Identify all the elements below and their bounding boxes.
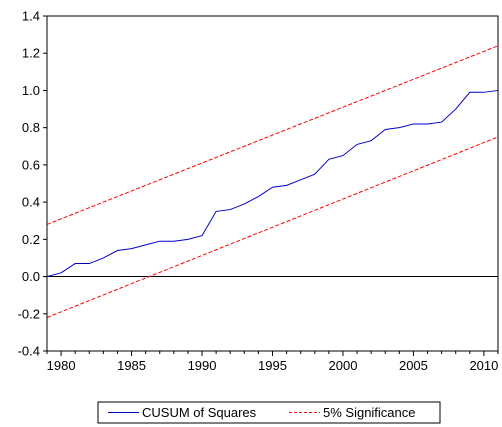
- x-tick-label: 1985: [117, 358, 146, 373]
- y-tick-label: -0.2: [18, 306, 40, 321]
- series-upper-5pct-bound: [46, 45, 499, 225]
- x-tick-label: 2000: [329, 358, 358, 373]
- y-tick-label: 1.4: [22, 9, 40, 24]
- y-tick-label: 0.4: [22, 195, 40, 210]
- plot-area: [46, 45, 499, 318]
- x-tick-label: 1990: [188, 358, 217, 373]
- x-tick-label: 1980: [47, 358, 76, 373]
- y-tick-label: 1.0: [22, 83, 40, 98]
- y-tick-label: 0.0: [22, 269, 40, 284]
- y-axis-ticks: -0.4 -0.2 0.0 0.2 0.4 0.6 0.8 1.0 1.2 1.4: [18, 9, 47, 359]
- y-tick-label: 0.6: [22, 157, 40, 172]
- y-tick-label: -0.4: [18, 344, 40, 359]
- legend-box: [97, 401, 441, 424]
- y-tick-label: 0.8: [22, 120, 40, 135]
- legend-label-cusum: CUSUM of Squares: [142, 405, 257, 420]
- x-tick-label: 2005: [399, 358, 428, 373]
- x-tick-label: 2010: [469, 358, 498, 373]
- series-lower-5pct-bound: [46, 136, 499, 318]
- plot-frame: [46, 15, 499, 352]
- series-cusum-of-squares: [46, 89, 499, 278]
- y-tick-label: 0.2: [22, 232, 40, 247]
- x-tick-label: 1995: [258, 358, 287, 373]
- legend-label-significance: 5% Significance: [323, 405, 416, 420]
- x-axis-ticks: 1980 1985 1990 1995 2000 2005 2010: [46, 351, 499, 373]
- y-tick-label: 1.2: [22, 46, 40, 61]
- legend: CUSUM of Squares 5% Significance: [97, 401, 441, 424]
